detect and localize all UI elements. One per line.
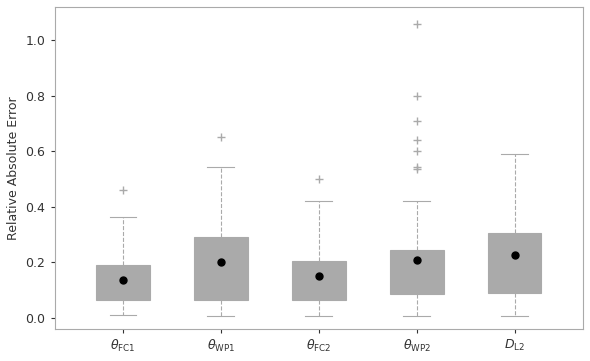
Y-axis label: Relative Absolute Error: Relative Absolute Error <box>7 96 20 240</box>
PathPatch shape <box>390 250 444 294</box>
PathPatch shape <box>292 261 346 300</box>
PathPatch shape <box>487 233 542 293</box>
PathPatch shape <box>194 237 248 300</box>
PathPatch shape <box>96 265 150 300</box>
